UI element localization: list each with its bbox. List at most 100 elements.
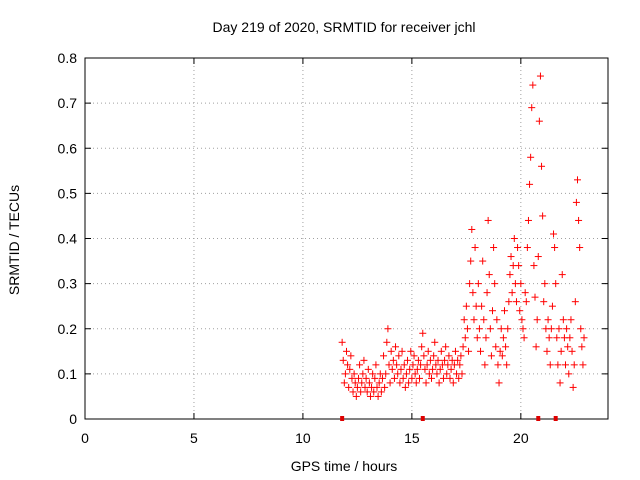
data-point <box>467 257 475 265</box>
data-point <box>422 379 430 387</box>
data-point <box>414 356 422 364</box>
axis-markers <box>340 416 558 421</box>
data-point <box>343 347 350 355</box>
axis-marker <box>420 416 425 421</box>
data-point <box>572 198 580 206</box>
data-point <box>573 176 581 184</box>
x-axis-label: GPS time / hours <box>291 458 398 474</box>
data-point <box>474 280 482 288</box>
data-point <box>352 392 360 400</box>
data-point <box>434 356 442 364</box>
data-point <box>528 104 536 112</box>
data-point <box>384 325 392 333</box>
data-point <box>478 302 486 310</box>
data-point <box>435 379 443 387</box>
data-point <box>420 352 428 360</box>
data-point <box>426 356 434 364</box>
data-point <box>548 302 556 310</box>
data-point <box>408 374 416 382</box>
data-point <box>493 316 501 324</box>
data-point <box>436 365 444 373</box>
data-point <box>580 334 588 342</box>
y-tick-label: 0.3 <box>58 276 78 292</box>
data-point <box>399 374 407 382</box>
data-point <box>361 383 369 391</box>
data-point <box>340 379 348 387</box>
data-point <box>489 307 497 315</box>
data-point <box>497 325 505 333</box>
data-point <box>546 361 554 369</box>
data-point <box>477 347 485 355</box>
data-point <box>388 365 396 373</box>
data-point <box>557 347 565 355</box>
data-point <box>374 392 382 400</box>
data-point <box>517 280 525 288</box>
data-point <box>339 356 347 364</box>
data-point <box>551 244 559 252</box>
data-point <box>437 347 445 355</box>
data-point <box>439 374 447 382</box>
data-point <box>518 316 526 324</box>
data-point <box>358 379 366 387</box>
data-point <box>492 343 500 351</box>
y-tick-label: 0.7 <box>58 95 78 111</box>
data-point <box>530 262 538 270</box>
data-point <box>366 392 374 400</box>
data-point <box>510 235 518 242</box>
data-point <box>564 343 572 351</box>
data-point <box>421 365 429 373</box>
data-point <box>430 352 438 360</box>
data-point <box>356 361 364 369</box>
data-point <box>396 379 404 387</box>
data-point <box>390 374 398 382</box>
data-point <box>571 298 579 306</box>
y-tick-label: 0.6 <box>58 140 78 156</box>
data-point <box>475 325 483 333</box>
data-point <box>371 374 379 382</box>
data-point <box>577 325 585 333</box>
data-point <box>405 379 413 387</box>
data-point <box>354 374 362 382</box>
data-point <box>506 271 514 279</box>
data-point <box>468 225 476 233</box>
data-point <box>520 334 528 342</box>
data-point <box>529 81 537 89</box>
data-point <box>345 383 353 391</box>
data-point <box>369 370 377 378</box>
data-point <box>395 352 403 360</box>
data-point <box>412 379 420 387</box>
data-point <box>483 289 491 297</box>
data-point <box>386 379 394 387</box>
data-point <box>539 212 547 220</box>
data-point <box>375 379 383 387</box>
data-point <box>541 280 549 288</box>
data-point <box>503 361 511 369</box>
data-point <box>470 316 478 324</box>
data-point <box>387 347 395 355</box>
data-point <box>364 365 372 373</box>
data-point <box>552 280 560 288</box>
data-point <box>466 280 474 288</box>
data-point <box>389 356 397 364</box>
data-point <box>338 338 346 346</box>
data-point <box>486 325 494 333</box>
data-point <box>380 352 388 360</box>
data-point <box>504 325 512 333</box>
data-point <box>393 361 401 369</box>
data-point <box>378 374 386 382</box>
data-point <box>579 361 587 369</box>
data-point <box>409 361 417 369</box>
data-point <box>540 298 548 306</box>
data-point <box>508 289 516 297</box>
data-point <box>524 216 532 224</box>
data-point <box>398 347 406 355</box>
data-point <box>353 383 361 391</box>
data-point <box>500 307 508 315</box>
y-tick-label: 0.4 <box>58 231 78 247</box>
y-tick-label: 0.5 <box>58 185 78 201</box>
data-point <box>442 343 450 351</box>
y-tick-label: 0.8 <box>58 50 78 66</box>
data-point <box>370 388 378 396</box>
data-point <box>544 316 552 324</box>
data-point <box>457 352 465 360</box>
